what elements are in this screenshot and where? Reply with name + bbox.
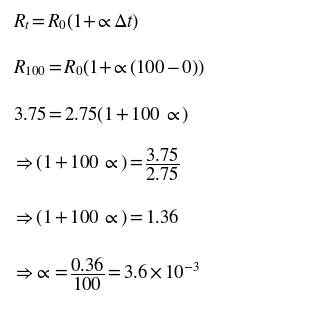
Text: $R_{100} = R_0(1{+}\propto (100 - 0))$: $R_{100} = R_0(1{+}\propto (100 - 0))$ <box>13 57 205 78</box>
Text: $R_t = R_0(1{+}\propto \Delta t)$: $R_t = R_0(1{+}\propto \Delta t)$ <box>13 11 139 32</box>
Text: $\Rightarrow (1 + 100\ \propto) = \dfrac{3.75}{2.75}$: $\Rightarrow (1 + 100\ \propto) = \dfrac… <box>13 145 180 183</box>
Text: $3.75 = 2.75(1 + 100\ \propto)$: $3.75 = 2.75(1 + 100\ \propto)$ <box>13 104 189 125</box>
Text: $\Rightarrow (1 + 100\ \propto) = 1.36$: $\Rightarrow (1 + 100\ \propto) = 1.36$ <box>13 206 179 228</box>
Text: $\Rightarrow\!\propto = \dfrac{0.36}{100} = 3.6 \times 10^{-3}$: $\Rightarrow\!\propto = \dfrac{0.36}{100… <box>13 254 200 293</box>
